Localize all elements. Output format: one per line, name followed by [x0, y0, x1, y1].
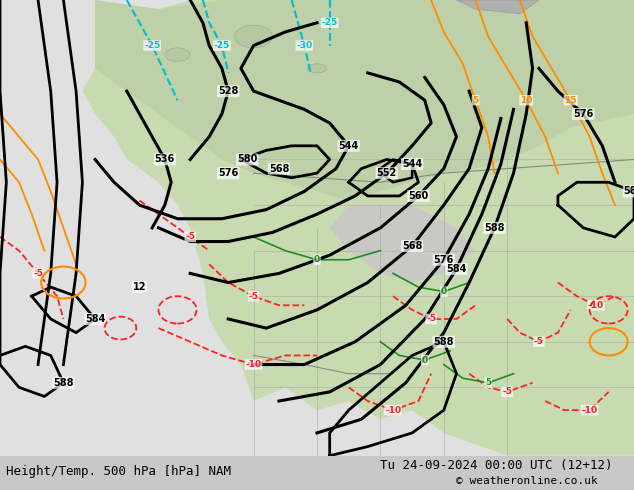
Text: 544: 544: [339, 141, 359, 151]
Text: 576: 576: [218, 168, 238, 178]
Polygon shape: [82, 0, 634, 456]
Text: -5: -5: [426, 315, 436, 323]
Text: -30: -30: [296, 41, 313, 50]
Text: 5: 5: [472, 96, 479, 105]
Text: -10: -10: [588, 301, 604, 310]
Text: 0: 0: [314, 255, 320, 264]
Text: -10: -10: [385, 406, 401, 415]
Text: 576: 576: [434, 255, 454, 265]
Text: 580: 580: [237, 154, 257, 165]
Text: -5: -5: [502, 388, 512, 396]
Text: -5: -5: [534, 337, 544, 346]
Text: -5: -5: [185, 232, 195, 242]
Text: 528: 528: [218, 86, 238, 96]
Text: 588: 588: [624, 186, 634, 196]
Polygon shape: [95, 0, 634, 200]
Text: 584: 584: [446, 264, 467, 274]
Text: 588: 588: [484, 223, 505, 233]
Text: -10: -10: [581, 406, 598, 415]
Text: -5: -5: [249, 292, 259, 301]
Text: 568: 568: [402, 241, 422, 251]
Text: -25: -25: [321, 18, 338, 27]
Text: -25: -25: [214, 41, 230, 50]
Ellipse shape: [307, 64, 327, 73]
Text: 12: 12: [133, 282, 146, 292]
Polygon shape: [456, 0, 539, 14]
Text: Height/Temp. 500 hPa [hPa] NAM: Height/Temp. 500 hPa [hPa] NAM: [6, 465, 231, 478]
Ellipse shape: [235, 25, 273, 48]
Text: 0: 0: [441, 287, 447, 296]
Text: © weatheronline.co.uk: © weatheronline.co.uk: [456, 476, 598, 487]
Text: 568: 568: [269, 164, 289, 173]
Text: -25: -25: [144, 41, 160, 50]
Text: 560: 560: [408, 191, 429, 201]
Text: 588: 588: [434, 337, 454, 347]
Polygon shape: [330, 205, 476, 283]
Text: 15: 15: [564, 96, 577, 105]
Text: 10: 10: [520, 96, 533, 105]
Text: 536: 536: [155, 154, 175, 165]
Text: 552: 552: [377, 168, 397, 178]
Text: Tu 24-09-2024 00:00 UTC (12+12): Tu 24-09-2024 00:00 UTC (12+12): [380, 459, 613, 472]
Text: 584: 584: [85, 314, 105, 324]
Text: 0: 0: [422, 356, 428, 365]
Ellipse shape: [165, 48, 190, 62]
Text: -10: -10: [245, 360, 262, 369]
Text: -5: -5: [33, 269, 43, 278]
Text: 544: 544: [402, 159, 422, 169]
Text: 588: 588: [53, 378, 74, 388]
Text: 576: 576: [573, 109, 593, 119]
Text: 5: 5: [485, 378, 491, 387]
